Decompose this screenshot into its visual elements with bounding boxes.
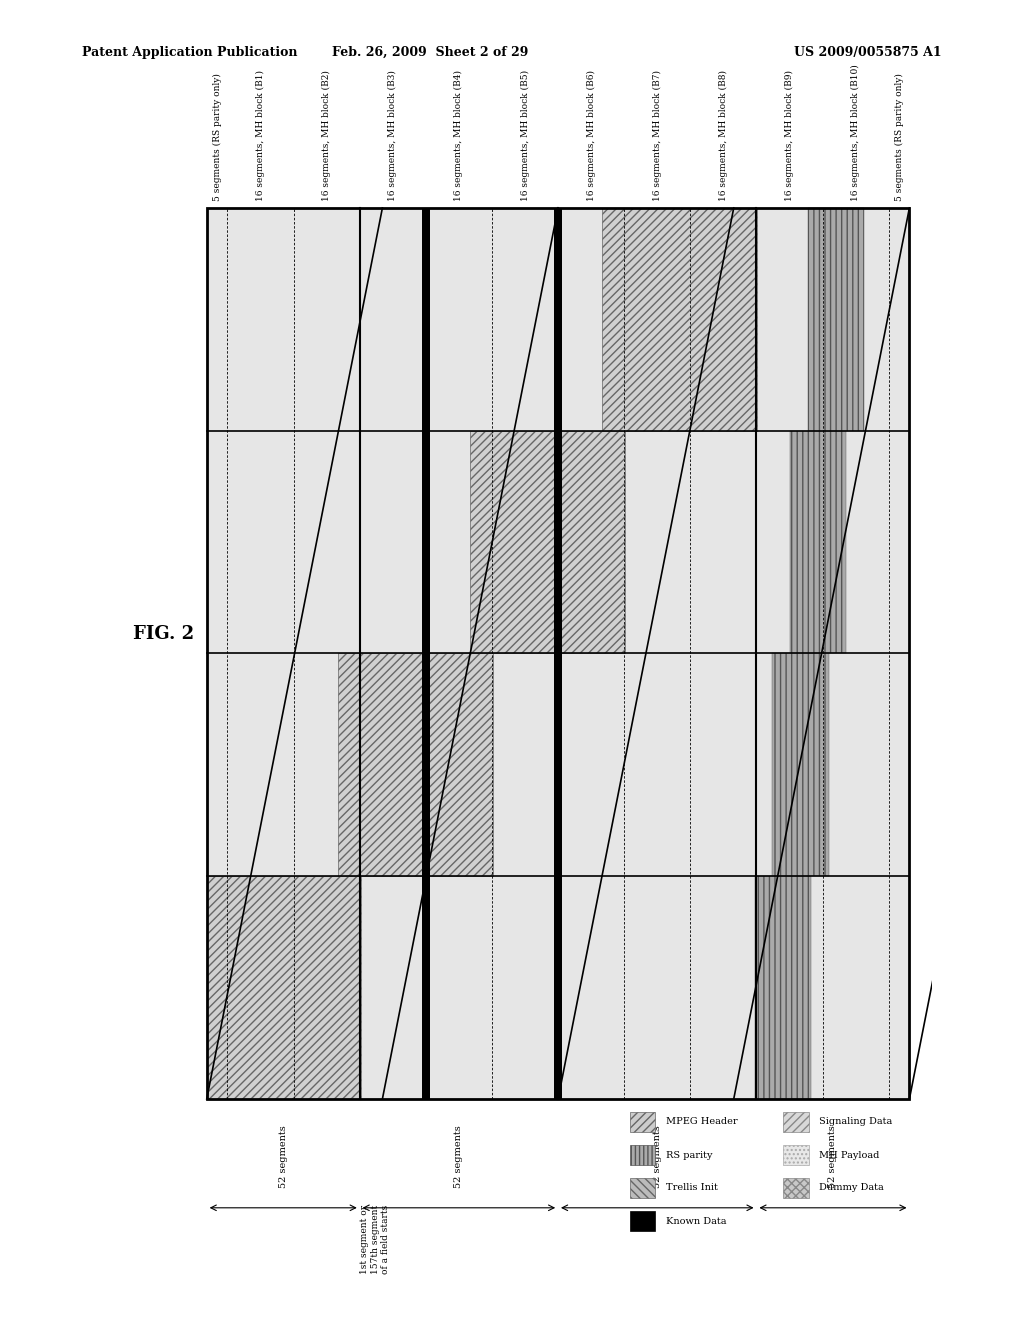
Bar [808, 209, 863, 430]
Bar [207, 209, 909, 1098]
Text: 1st segment or
157th segment
of a field starts: 1st segment or 157th segment of a field … [360, 1204, 390, 1274]
Polygon shape [207, 876, 909, 1098]
Text: 52 segments: 52 segments [652, 1125, 662, 1188]
Text: 16 segments, MH block (B3): 16 segments, MH block (B3) [388, 70, 397, 202]
Text: 5 segments (RS parity only): 5 segments (RS parity only) [213, 74, 221, 202]
Bar [422, 209, 430, 1098]
Text: 5 segments (RS parity only): 5 segments (RS parity only) [895, 74, 903, 202]
Text: Dummy Data: Dummy Data [819, 1184, 884, 1192]
Text: 16 segments, MH block (B10): 16 segments, MH block (B10) [851, 65, 860, 202]
Text: 16 segments, MH block (B1): 16 segments, MH block (B1) [256, 70, 265, 202]
Text: 16 segments, MH block (B5): 16 segments, MH block (B5) [520, 70, 529, 202]
Text: MH Payload: MH Payload [819, 1151, 880, 1159]
Text: 16 segments, MH block (B6): 16 segments, MH block (B6) [587, 70, 596, 202]
Text: Patent Application Publication: Patent Application Publication [82, 46, 297, 59]
Text: 16 segments, MH block (B7): 16 segments, MH block (B7) [652, 70, 662, 202]
Bar [772, 653, 828, 876]
Text: US 2009/0055875 A1: US 2009/0055875 A1 [795, 46, 942, 59]
Text: 52 segments: 52 segments [455, 1125, 464, 1188]
Bar [207, 209, 909, 1098]
Text: 52 segments: 52 segments [279, 1125, 288, 1188]
Text: Known Data: Known Data [666, 1217, 726, 1225]
Text: 16 segments, MH block (B2): 16 segments, MH block (B2) [323, 70, 331, 202]
Bar [207, 876, 361, 1098]
Polygon shape [207, 209, 909, 430]
Text: Feb. 26, 2009  Sheet 2 of 29: Feb. 26, 2009 Sheet 2 of 29 [332, 46, 528, 59]
Text: Trellis Init: Trellis Init [666, 1184, 718, 1192]
Text: FIG. 2: FIG. 2 [133, 624, 195, 643]
Text: 16 segments, MH block (B4): 16 segments, MH block (B4) [455, 70, 464, 202]
Bar [602, 209, 757, 430]
Text: 52 segments: 52 segments [828, 1125, 838, 1188]
Text: 16 segments, MH block (B8): 16 segments, MH block (B8) [719, 70, 728, 202]
Bar [554, 209, 562, 1098]
Bar [470, 430, 625, 653]
Bar [790, 430, 846, 653]
Text: 16 segments, MH block (B9): 16 segments, MH block (B9) [785, 70, 794, 202]
Bar [339, 653, 494, 876]
Text: Signaling Data: Signaling Data [819, 1118, 893, 1126]
Polygon shape [207, 430, 909, 653]
Text: RS parity: RS parity [666, 1151, 712, 1159]
Bar [755, 876, 811, 1098]
Text: MPEG Header: MPEG Header [666, 1118, 737, 1126]
Polygon shape [207, 653, 909, 876]
